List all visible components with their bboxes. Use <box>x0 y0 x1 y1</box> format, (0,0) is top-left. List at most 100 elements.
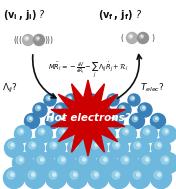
Circle shape <box>99 125 115 143</box>
Circle shape <box>113 142 120 149</box>
Circle shape <box>134 118 137 120</box>
Text: ): ) <box>152 33 155 43</box>
Circle shape <box>70 171 78 179</box>
Circle shape <box>118 153 139 174</box>
Circle shape <box>132 97 134 99</box>
Circle shape <box>56 125 74 143</box>
Circle shape <box>139 34 144 39</box>
Circle shape <box>51 118 53 120</box>
Circle shape <box>16 156 24 164</box>
Circle shape <box>121 156 129 164</box>
Circle shape <box>11 173 14 176</box>
Circle shape <box>101 128 108 135</box>
Text: (((: ((( <box>14 36 23 44</box>
Circle shape <box>38 107 40 109</box>
Circle shape <box>26 37 28 39</box>
Circle shape <box>86 94 98 106</box>
Circle shape <box>140 125 158 143</box>
Circle shape <box>119 105 125 111</box>
Circle shape <box>67 114 81 129</box>
Circle shape <box>29 142 36 149</box>
Polygon shape <box>51 80 125 156</box>
Circle shape <box>95 143 98 146</box>
Circle shape <box>48 116 54 122</box>
Circle shape <box>128 34 133 39</box>
Circle shape <box>37 37 39 39</box>
Circle shape <box>48 97 50 99</box>
Circle shape <box>27 116 33 122</box>
Circle shape <box>32 143 35 146</box>
Circle shape <box>104 130 107 132</box>
Circle shape <box>59 107 61 109</box>
Circle shape <box>28 171 36 179</box>
Circle shape <box>125 158 128 161</box>
Circle shape <box>122 107 124 109</box>
Circle shape <box>56 105 62 111</box>
Circle shape <box>62 130 65 132</box>
Circle shape <box>76 153 96 174</box>
Circle shape <box>122 128 129 135</box>
Circle shape <box>154 171 162 179</box>
Circle shape <box>96 103 110 117</box>
Circle shape <box>150 167 171 188</box>
Circle shape <box>55 153 76 174</box>
Circle shape <box>35 105 41 111</box>
Circle shape <box>74 173 77 176</box>
Circle shape <box>150 114 165 129</box>
Circle shape <box>26 139 45 157</box>
Circle shape <box>87 114 102 129</box>
Circle shape <box>46 114 61 129</box>
Circle shape <box>65 94 77 106</box>
Circle shape <box>153 116 159 122</box>
Circle shape <box>50 142 57 149</box>
Circle shape <box>41 130 44 132</box>
Circle shape <box>138 103 152 117</box>
Circle shape <box>80 128 87 135</box>
Circle shape <box>115 173 119 176</box>
Circle shape <box>74 143 77 146</box>
Circle shape <box>24 167 46 188</box>
Circle shape <box>4 167 24 188</box>
Circle shape <box>36 125 52 143</box>
Text: $\Lambda_{ij}$?: $\Lambda_{ij}$? <box>2 81 18 94</box>
Circle shape <box>49 171 57 179</box>
Text: ))): ))) <box>45 36 54 44</box>
Circle shape <box>112 171 120 179</box>
Circle shape <box>107 94 119 106</box>
Circle shape <box>137 143 140 146</box>
Circle shape <box>120 125 137 143</box>
Circle shape <box>14 125 32 143</box>
Circle shape <box>89 139 108 157</box>
Circle shape <box>77 125 95 143</box>
Circle shape <box>8 142 15 149</box>
Circle shape <box>88 96 93 101</box>
Circle shape <box>40 158 44 161</box>
Circle shape <box>158 143 161 146</box>
Circle shape <box>158 153 176 174</box>
Circle shape <box>128 94 140 106</box>
Circle shape <box>111 116 117 122</box>
Text: $\mathbf{(v_i\,,\,j_i)}$ ?: $\mathbf{(v_i\,,\,j_i)}$ ? <box>3 8 46 22</box>
Circle shape <box>54 103 68 117</box>
Circle shape <box>162 128 169 135</box>
Circle shape <box>79 156 87 164</box>
Circle shape <box>67 96 72 101</box>
Circle shape <box>33 103 47 117</box>
Circle shape <box>152 139 171 157</box>
Circle shape <box>108 114 124 129</box>
Circle shape <box>108 167 130 188</box>
Circle shape <box>130 35 132 37</box>
Circle shape <box>109 96 114 101</box>
Circle shape <box>109 139 128 157</box>
Circle shape <box>24 36 29 41</box>
Circle shape <box>143 107 145 109</box>
Circle shape <box>90 97 92 99</box>
Circle shape <box>134 142 141 149</box>
Circle shape <box>100 156 108 164</box>
Circle shape <box>46 139 65 157</box>
Circle shape <box>69 97 71 99</box>
Circle shape <box>37 156 45 164</box>
Circle shape <box>141 35 143 37</box>
Circle shape <box>52 173 56 176</box>
Circle shape <box>143 128 150 135</box>
